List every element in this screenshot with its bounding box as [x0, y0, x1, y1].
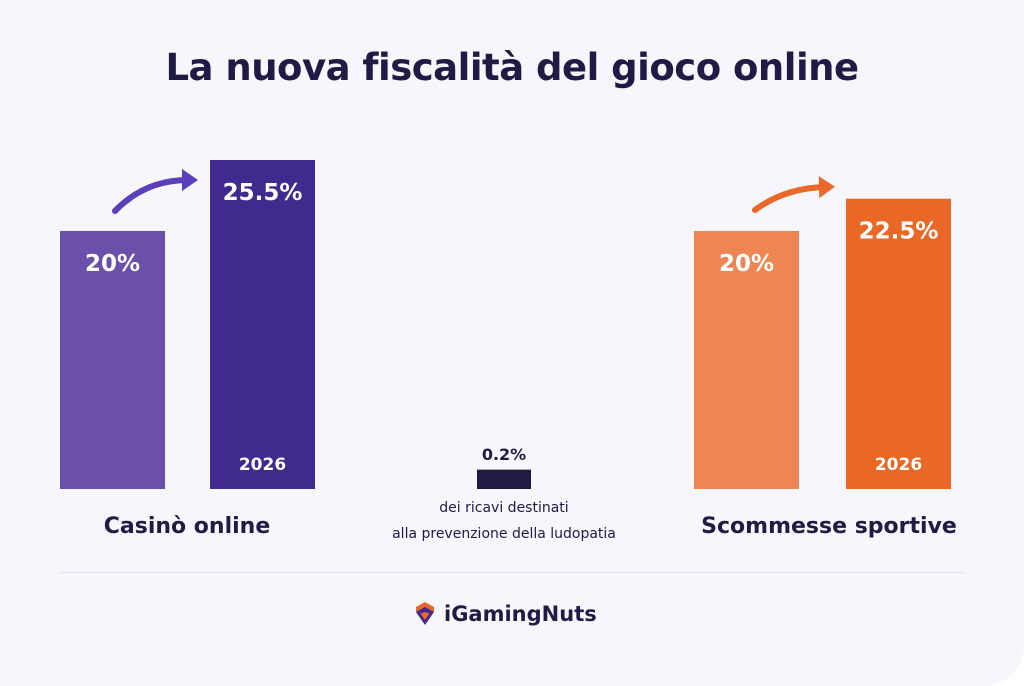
- bar-prevention: [477, 469, 531, 489]
- bar-label-casino-2026: 25.5%: [223, 180, 303, 206]
- bar-label-sport-current: 20%: [719, 251, 774, 277]
- category-label-casino: Casinò online: [104, 514, 271, 539]
- arrow-sport-head: [818, 176, 835, 199]
- page-title: La nuova fiscalità del gioco online: [165, 46, 859, 89]
- bar-year-sport: 2026: [875, 455, 922, 475]
- bar-label-prevention: 0.2%: [482, 445, 526, 464]
- arrow-sport: [752, 184, 828, 213]
- arrow-casino-head: [182, 169, 198, 191]
- diamond-logo-icon: [416, 602, 434, 625]
- brand-logo: iGamingNuts: [414, 602, 597, 626]
- bar-year-casino: 2026: [239, 455, 286, 475]
- brand-name: iGamingNuts: [444, 602, 597, 626]
- caption-line-2: alla prevenzione della ludopatia: [392, 526, 616, 542]
- bar-casino-current: [60, 230, 165, 489]
- category-label-sport: Scommesse sportive: [701, 514, 957, 539]
- bar-sport-current: [694, 230, 799, 489]
- bar-casino-2026: [210, 160, 315, 489]
- divider: [60, 572, 964, 573]
- bar-label-casino-current: 20%: [85, 251, 140, 277]
- bar-label-sport-2026: 22.5%: [859, 219, 939, 245]
- caption-line-1: dei ricavi destinati: [439, 500, 568, 516]
- bar-sport-2026: [846, 198, 951, 490]
- arrow-casino: [112, 177, 191, 214]
